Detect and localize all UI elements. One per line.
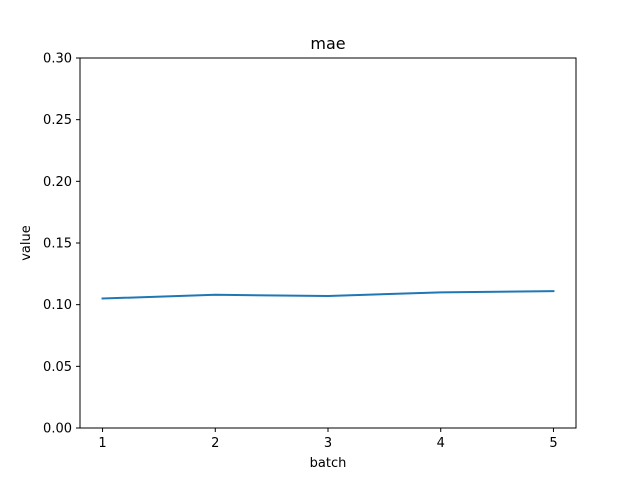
x-tick-label: 1 (98, 436, 106, 451)
y-axis: 0.00 0.05 0.10 0.15 0.20 0.25 0.30 (43, 52, 80, 437)
y-axis-label: value (19, 225, 34, 261)
y-tick-label: 0.15 (43, 237, 72, 252)
x-tick-label: 2 (211, 436, 219, 451)
plot-series (101, 290, 555, 300)
y-tick-label: 0.20 (43, 175, 72, 190)
chart-title: mae (310, 34, 345, 53)
x-tick-label: 3 (324, 436, 332, 451)
y-tick-label: 0.05 (43, 360, 72, 375)
y-tick-label: 0.30 (43, 52, 72, 67)
x-tick-label: 5 (549, 436, 557, 451)
x-axis: 1 2 3 4 5 (98, 428, 558, 451)
y-tick-label: 0.10 (43, 298, 72, 313)
y-tick-label: 0.25 (43, 113, 72, 128)
x-tick-label: 4 (437, 436, 445, 451)
y-tick-label: 0.00 (43, 422, 72, 437)
plot-frame (79, 57, 577, 429)
series-line (101, 290, 555, 300)
x-axis-label: batch (310, 456, 347, 471)
